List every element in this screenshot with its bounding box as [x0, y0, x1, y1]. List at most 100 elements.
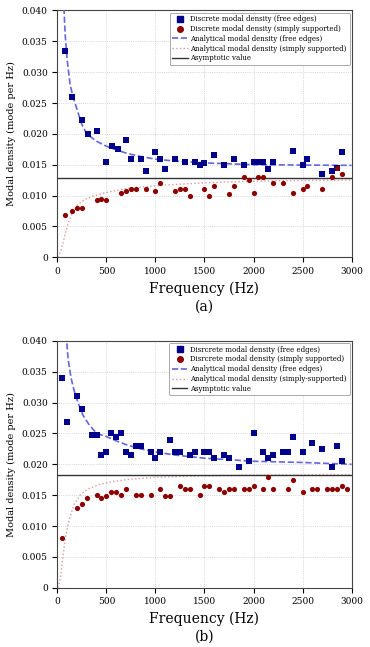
Point — [123, 135, 129, 145]
Point — [98, 493, 104, 503]
Point — [329, 484, 335, 494]
Point — [206, 190, 212, 201]
Point — [202, 184, 208, 195]
Point — [148, 490, 154, 500]
Point — [182, 484, 188, 494]
Point — [113, 432, 119, 442]
Point — [152, 453, 158, 463]
Point — [290, 188, 296, 198]
Point — [211, 453, 217, 463]
Point — [216, 484, 222, 494]
Point — [241, 172, 247, 182]
Point — [152, 186, 158, 196]
Point — [104, 491, 110, 501]
Point — [113, 487, 119, 498]
Point — [62, 45, 68, 56]
Point — [270, 178, 276, 188]
Point — [118, 428, 124, 439]
Point — [300, 184, 306, 195]
Point — [94, 126, 100, 136]
Point — [109, 141, 115, 151]
Point — [79, 115, 85, 126]
Point — [104, 157, 110, 167]
Point — [128, 153, 134, 164]
Point — [128, 184, 134, 195]
Point — [329, 462, 335, 472]
Point — [260, 157, 266, 167]
Point — [157, 447, 163, 457]
Point — [192, 447, 198, 457]
Point — [246, 175, 252, 185]
Point — [167, 435, 173, 445]
Point — [226, 188, 232, 199]
Point — [211, 181, 217, 192]
Point — [138, 153, 144, 164]
Point — [246, 456, 252, 466]
Point — [339, 148, 345, 158]
Point — [143, 184, 149, 195]
Point — [202, 447, 208, 457]
Point — [334, 484, 340, 494]
Point — [265, 453, 271, 463]
Point — [211, 150, 217, 160]
Point — [172, 447, 178, 457]
Point — [250, 481, 256, 491]
Point — [226, 484, 232, 494]
Point — [260, 172, 266, 182]
Point — [133, 490, 139, 500]
Point — [280, 178, 286, 188]
Point — [250, 428, 256, 439]
Y-axis label: Modal density (mode per Hz): Modal density (mode per Hz) — [7, 392, 16, 537]
Point — [152, 148, 158, 158]
Point — [143, 166, 149, 176]
Point — [270, 484, 276, 494]
Point — [319, 169, 325, 179]
Point — [162, 491, 168, 501]
Point — [231, 484, 237, 494]
Point — [182, 157, 188, 167]
Point — [98, 450, 104, 460]
Point — [290, 475, 296, 485]
Point — [309, 437, 315, 448]
Point — [94, 490, 100, 500]
Point — [172, 186, 178, 196]
Point — [89, 430, 95, 440]
Point — [79, 499, 85, 510]
Point — [255, 172, 261, 182]
Point — [64, 417, 70, 428]
Point — [187, 190, 193, 201]
Point — [260, 484, 266, 494]
Point — [104, 447, 110, 457]
Point — [133, 441, 139, 451]
Point — [300, 160, 306, 170]
Point — [221, 450, 227, 460]
Text: (a): (a) — [195, 300, 214, 314]
Y-axis label: Modal density (mode per Hz): Modal density (mode per Hz) — [7, 61, 16, 206]
Point — [177, 184, 183, 195]
Point — [246, 484, 252, 494]
Point — [344, 484, 350, 494]
Point — [104, 195, 110, 205]
Point — [94, 430, 100, 440]
Point — [133, 184, 139, 195]
Legend: Disrcrete modal density (free edges), Disrcrete modal density (simply supported): Disrcrete modal density (free edges), Di… — [169, 343, 350, 395]
Point — [241, 160, 247, 170]
Point — [69, 206, 75, 216]
Point — [285, 447, 291, 457]
Point — [305, 181, 310, 192]
Point — [206, 481, 212, 491]
Point — [339, 481, 345, 491]
Point — [157, 178, 163, 188]
Point — [123, 447, 129, 457]
Point — [196, 160, 202, 170]
X-axis label: Frequency (Hz): Frequency (Hz) — [149, 612, 259, 626]
Point — [192, 157, 198, 167]
Point — [260, 447, 266, 457]
Point — [231, 181, 237, 192]
Point — [196, 490, 202, 500]
Point — [241, 484, 247, 494]
Point — [172, 153, 178, 164]
Point — [59, 373, 65, 383]
Point — [123, 186, 129, 196]
Point — [280, 447, 286, 457]
